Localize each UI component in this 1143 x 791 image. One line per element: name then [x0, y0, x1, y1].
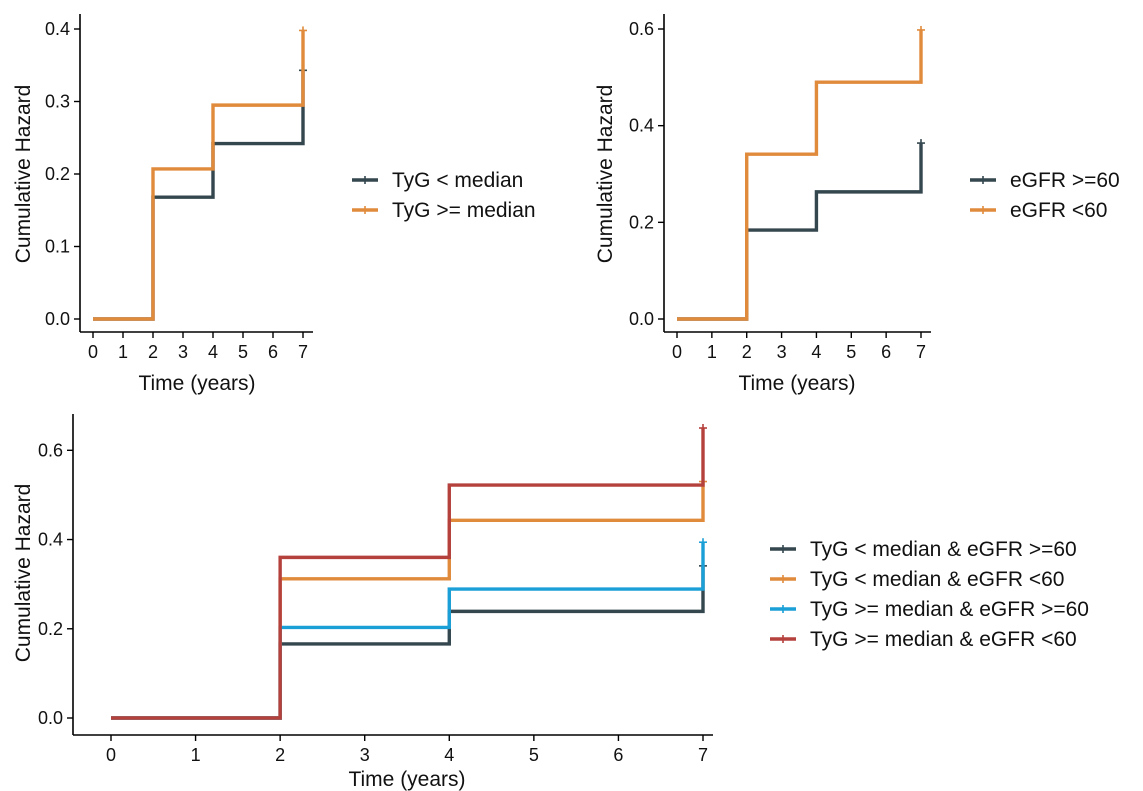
x-tick-label: 5 [238, 342, 248, 362]
x-tick-label: 6 [268, 342, 278, 362]
x-tick-label: 0 [106, 745, 116, 765]
series-line-3 [111, 542, 705, 720]
y-tick-label: 0.2 [45, 164, 70, 184]
x-tick-label: 6 [881, 342, 891, 362]
legend-label: eGFR >=60 [1010, 169, 1120, 192]
legend-item-1: TyG < median & eGFR >=60 [770, 538, 1077, 561]
legend-item-1: TyG < median [352, 169, 523, 192]
chart-panel-3: 0 1 2 3 4 5 6 7 0.0 0.2 0.4 0.6 Time (years) Cumulati… [12, 414, 1089, 791]
x-tick-label: 5 [846, 342, 856, 362]
x-tick-label: 7 [298, 342, 308, 362]
x-tick-label: 1 [118, 342, 128, 362]
legend-label: TyG < median & eGFR >=60 [810, 538, 1077, 561]
chart-panel-2: 0 1 2 3 4 5 6 7 0.0 0.2 0.4 0.6 Time (years) Cumulati… [594, 14, 1120, 395]
legend-item-1: eGFR >=60 [970, 169, 1120, 192]
legend-item-2: TyG >= median [352, 199, 536, 222]
x-tick-label: 6 [613, 745, 623, 765]
x-axis-title: Time (years) [348, 768, 465, 791]
y-axis-title: Cumulative Hazard [12, 484, 35, 663]
x-tick-label: 5 [529, 745, 539, 765]
x-tick-label: 0 [88, 342, 98, 362]
y-tick-label: 0.6 [629, 19, 654, 39]
y-tick-label: 0.4 [629, 116, 654, 136]
legend-label: TyG >= median & eGFR >=60 [810, 598, 1089, 621]
legend-label: TyG < median & eGFR <60 [810, 568, 1064, 591]
y-tick-label: 0.0 [45, 309, 70, 329]
y-tick-label: 0.2 [629, 212, 654, 232]
legend-label: TyG < median [392, 169, 523, 192]
x-tick-label: 0 [672, 342, 682, 362]
legend-item-2: eGFR <60 [970, 199, 1107, 222]
y-axis-title: Cumulative Hazard [594, 85, 617, 264]
y-tick-label: 0.3 [45, 92, 70, 112]
y-tick-label: 0.4 [38, 530, 63, 550]
series-line-2 [111, 481, 705, 720]
legend-label: TyG >= median & eGFR <60 [810, 628, 1077, 651]
y-tick-label: 0.0 [629, 309, 654, 329]
legend-item-3: TyG >= median & eGFR >=60 [770, 598, 1089, 621]
series-line-1 [93, 70, 305, 321]
y-tick-label: 0.4 [45, 19, 70, 39]
chart-panel-1: 0 1 2 3 4 5 6 7 0.0 0.1 0.2 0.3 0.4 Time (years) Cumul… [12, 14, 536, 395]
legend-label: TyG >= median [392, 199, 536, 222]
x-tick-label: 3 [360, 745, 370, 765]
x-tick-label: 4 [208, 342, 218, 362]
y-axis-title: Cumulative Hazard [12, 85, 35, 264]
x-tick-label: 4 [811, 342, 821, 362]
x-tick-label: 4 [444, 745, 454, 765]
x-tick-label: 3 [777, 342, 787, 362]
x-tick-label: 1 [707, 342, 717, 362]
series-line-2 [677, 29, 923, 321]
x-tick-label: 2 [275, 745, 285, 765]
x-tick-label: 3 [178, 342, 188, 362]
y-tick-label: 0.6 [38, 440, 63, 460]
x-tick-label: 7 [916, 342, 926, 362]
x-axis-title: Time (years) [138, 372, 255, 395]
series-line-2 [93, 30, 305, 321]
series-line-1 [677, 143, 923, 321]
x-tick-label: 1 [191, 745, 201, 765]
y-tick-label: 0.1 [45, 237, 70, 257]
x-tick-label: 2 [742, 342, 752, 362]
x-tick-label: 2 [148, 342, 158, 362]
x-axis-title: Time (years) [738, 372, 855, 395]
y-tick-label: 0.2 [38, 619, 63, 639]
legend-item-4: TyG >= median & eGFR <60 [770, 628, 1077, 651]
y-tick-label: 0.0 [38, 708, 63, 728]
x-tick-label: 7 [698, 745, 708, 765]
legend-item-2: TyG < median & eGFR <60 [770, 568, 1064, 591]
series-line-4 [111, 428, 705, 720]
legend-label: eGFR <60 [1010, 199, 1107, 222]
